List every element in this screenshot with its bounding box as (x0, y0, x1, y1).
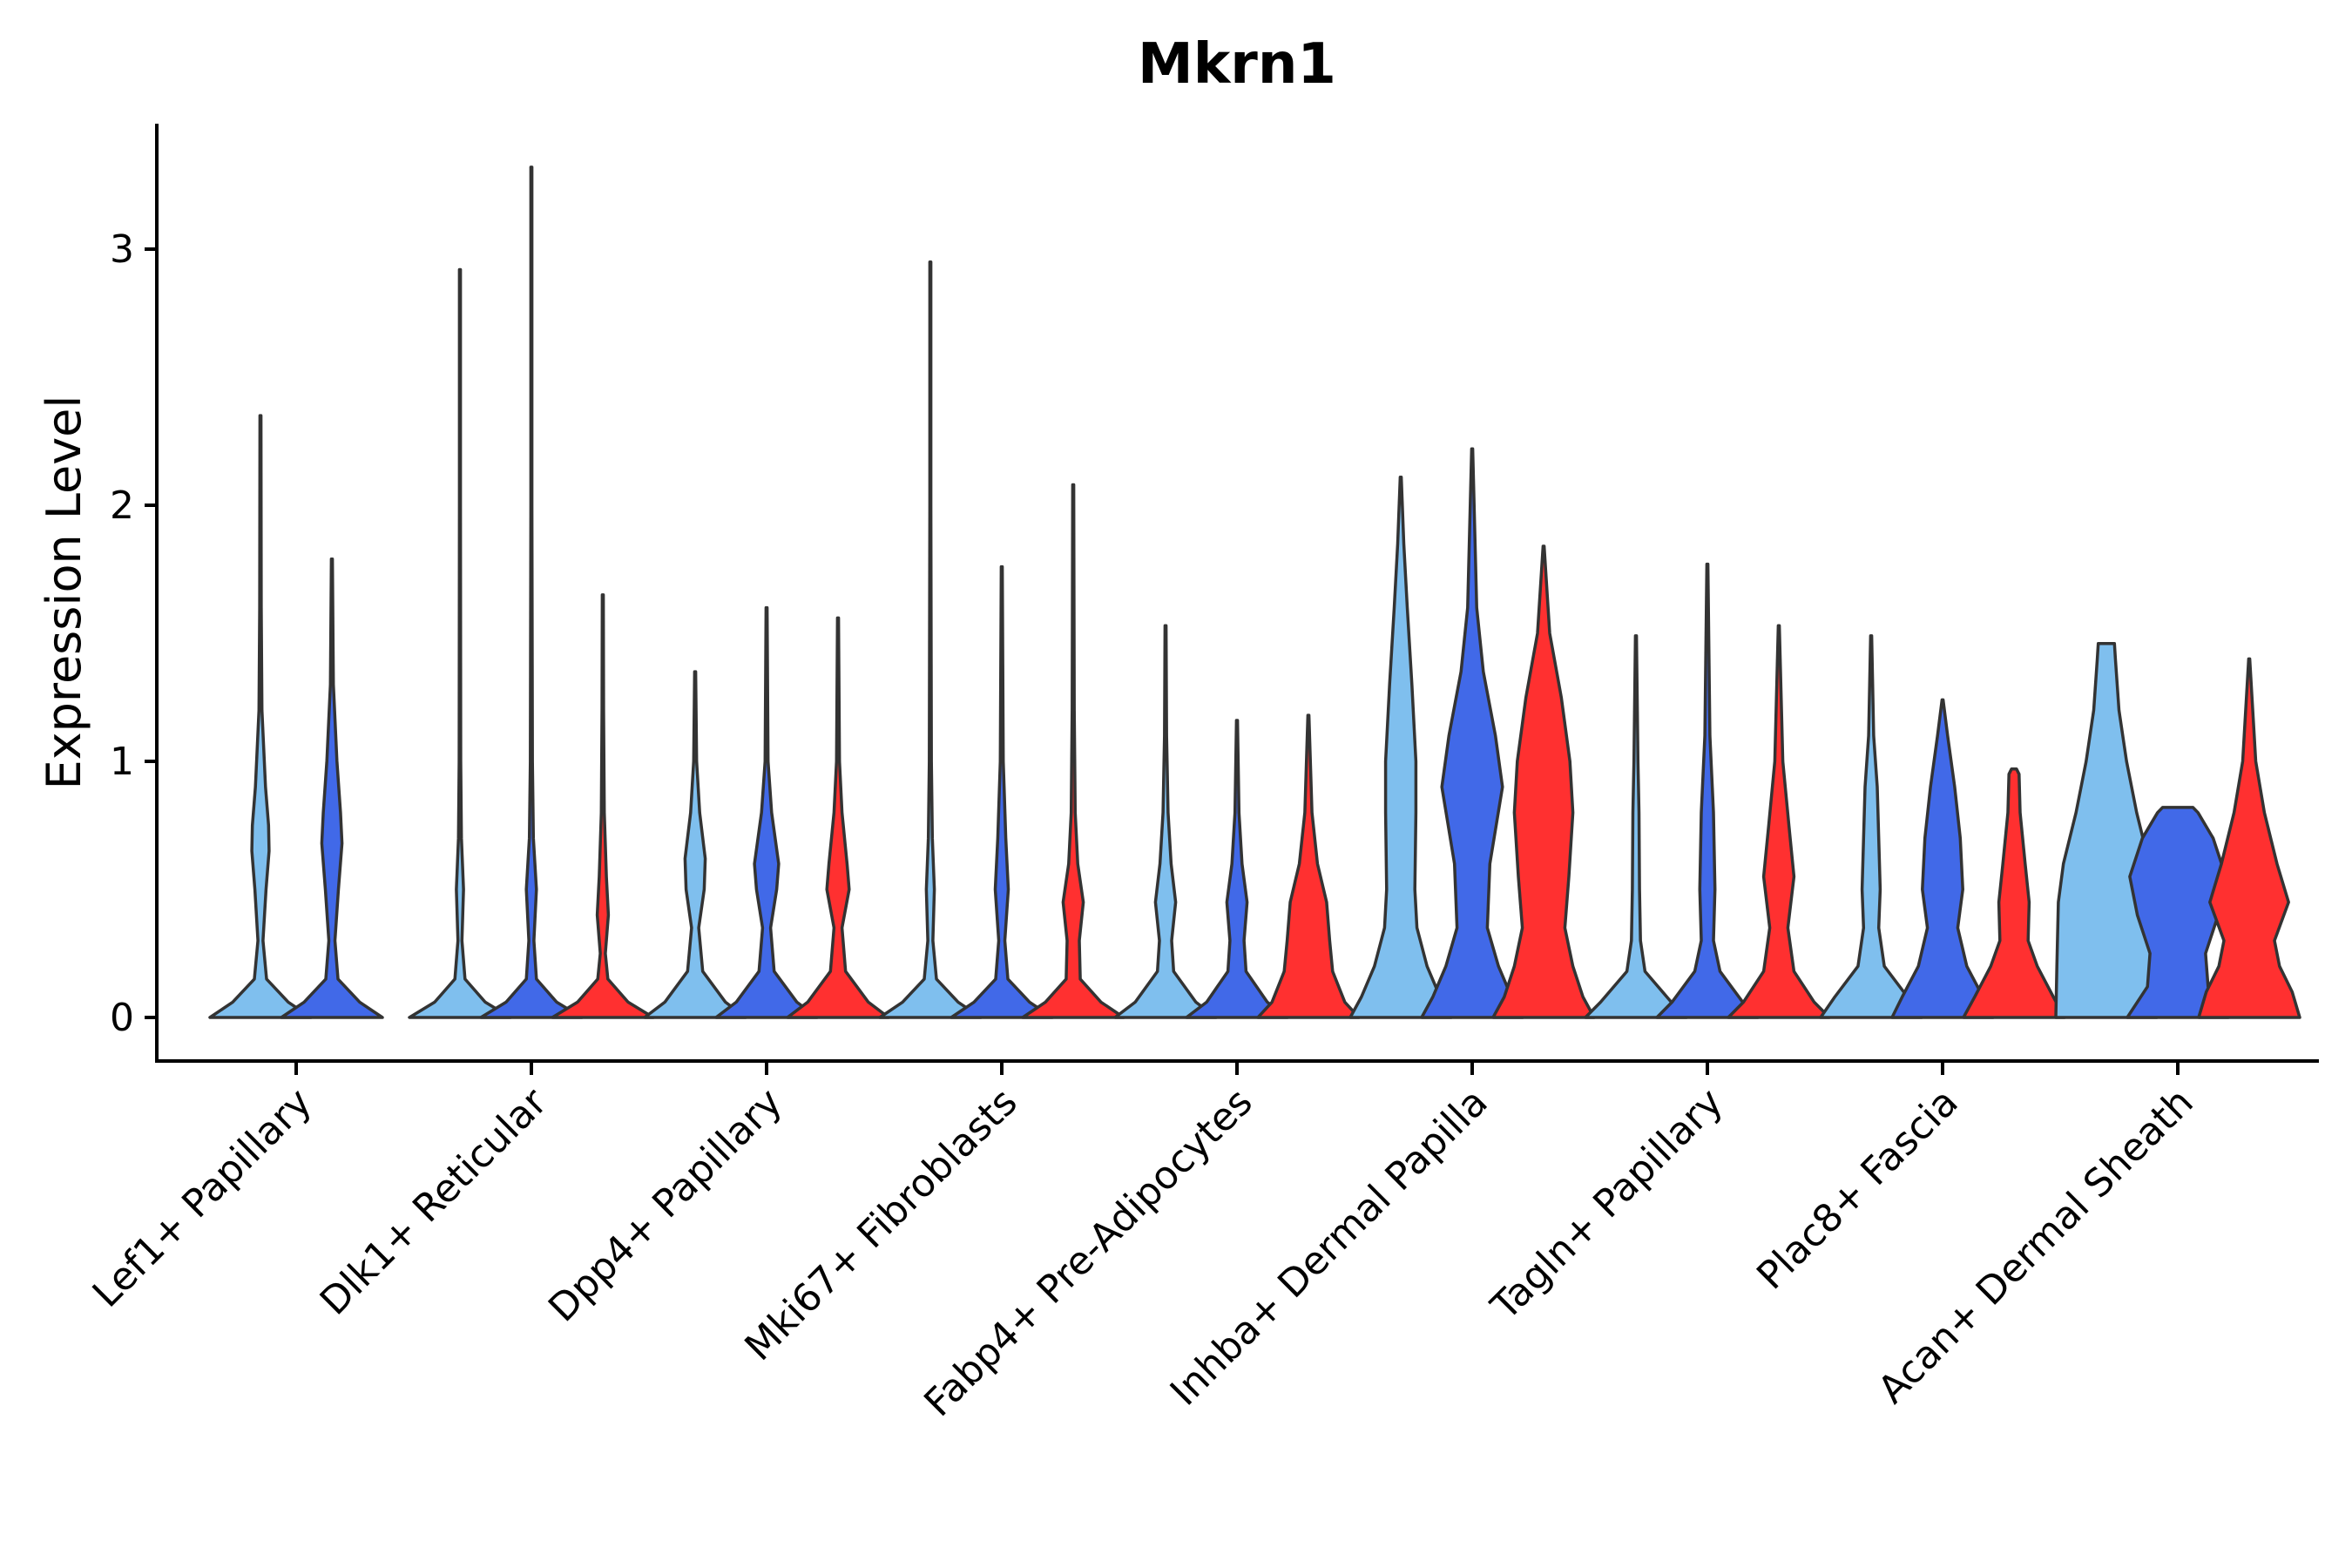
violin-dlk1-reticular-1 (479, 166, 584, 1019)
violin-dpp4-papillary-0 (643, 670, 747, 1019)
x-tick-label: Dpp4+ Papillary (540, 1080, 791, 1331)
y-axis-label: Expression Level (37, 395, 91, 790)
violin-dlk1-reticular-0 (408, 267, 512, 1019)
x-tick-label: Plac8+ Fascia (1748, 1080, 1967, 1299)
violin-inhba-dermal-papilla-1 (1420, 447, 1524, 1019)
x-tick-label: Tagln+ Papillary (1483, 1080, 1732, 1329)
violin-lef1-papillary-1 (280, 557, 384, 1019)
violin-inhba-dermal-papilla-0 (1348, 475, 1453, 1019)
violin-acan-dermal-sheath-1 (2126, 806, 2230, 1019)
violin-inhba-dermal-papilla-2 (1491, 544, 1596, 1019)
y-tick-label: 2 (110, 483, 134, 528)
violin-acan-dermal-sheath-0 (2054, 642, 2159, 1019)
x-tick-label: Dlk1+ Reticular (312, 1079, 557, 1324)
violin-dpp4-papillary-2 (786, 616, 890, 1019)
x-tick-label: Lef1+ Papillary (84, 1080, 321, 1316)
violin-fabp4-pre-adipocytes-0 (1113, 624, 1218, 1019)
violin-dpp4-papillary-1 (714, 605, 819, 1019)
violin-plac8-fascia-0 (1819, 634, 1923, 1019)
violin-fabp4-pre-adipocytes-1 (1185, 719, 1289, 1019)
chart-title: Mkrn1 (1138, 32, 1336, 97)
violin-tagln-papillary-2 (1727, 624, 1831, 1019)
violin-dlk1-reticular-2 (551, 593, 655, 1019)
violin-lef1-papillary-0 (208, 414, 313, 1019)
violin-plac8-fascia-1 (1890, 698, 1995, 1019)
y-tick-label: 1 (110, 740, 134, 784)
violin-acan-dermal-sheath-2 (2197, 657, 2301, 1019)
y-ticks: 0 1 2 3 (110, 227, 157, 1040)
violin-tagln-papillary-1 (1655, 562, 1760, 1019)
violin-mki67-fibroblasts-1 (950, 564, 1054, 1019)
y-tick-label: 0 (110, 996, 134, 1040)
violins-layer (208, 166, 2301, 1019)
violin-mki67-fibroblasts-0 (878, 260, 983, 1019)
violin-tagln-papillary-0 (1584, 634, 1688, 1019)
violin-mki67-fibroblasts-2 (1021, 483, 1125, 1019)
y-tick-label: 3 (110, 227, 134, 272)
violin-plac8-fascia-2 (1962, 767, 2066, 1019)
violin-fabp4-pre-adipocytes-2 (1256, 713, 1361, 1019)
